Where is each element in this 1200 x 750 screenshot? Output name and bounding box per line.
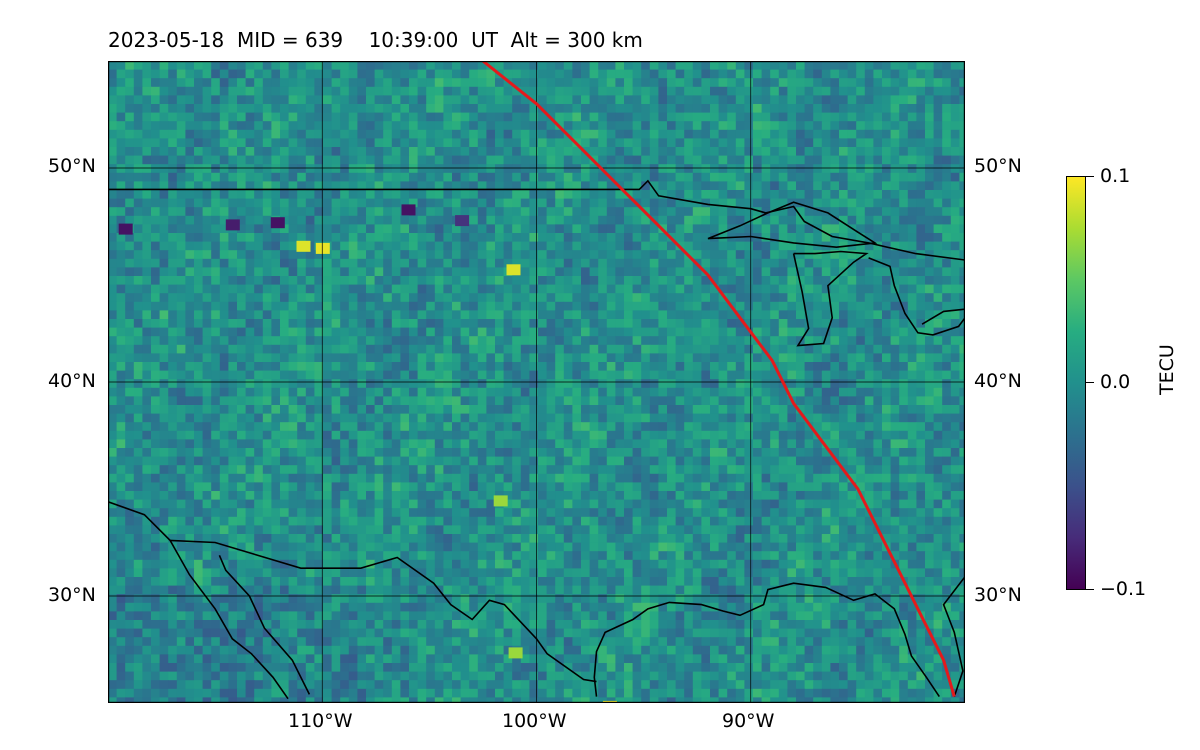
map-border xyxy=(108,61,965,703)
colorbar-label-zero: 0.0 xyxy=(1100,371,1131,393)
lat-label-left-30: 30°N xyxy=(48,584,96,606)
coastline xyxy=(942,576,965,697)
lon-label-90w: 90°W xyxy=(722,710,775,732)
coastline xyxy=(707,201,878,249)
lat-label-right-40: 40°N xyxy=(974,370,1022,392)
coastline xyxy=(170,539,597,683)
lat-label-right-50: 50°N xyxy=(974,155,1022,177)
lat-label-left-40: 40°N xyxy=(48,370,96,392)
coastline xyxy=(792,250,869,347)
coastline xyxy=(593,582,940,698)
lon-label-110w: 110°W xyxy=(288,710,353,732)
colorbar-label-max: 0.1 xyxy=(1100,165,1131,187)
colorbar-title: TECU xyxy=(1156,344,1178,395)
colorbar-label-min: −0.1 xyxy=(1100,578,1147,600)
colorbar-tick-mid xyxy=(1086,382,1094,383)
tec-pixel-grid xyxy=(108,61,965,703)
lon-label-100w: 100°W xyxy=(502,710,567,732)
satellite-track-line xyxy=(481,61,956,698)
tec-map xyxy=(108,61,965,703)
colorbar-tick-bottom xyxy=(1086,589,1094,590)
graticule xyxy=(108,61,965,703)
lat-label-right-30: 30°N xyxy=(974,584,1022,606)
lat-label-left-50: 50°N xyxy=(48,155,96,177)
map-area[interactable] xyxy=(108,61,965,703)
coastline xyxy=(218,554,311,695)
coastline xyxy=(868,257,965,336)
colorbar xyxy=(1066,176,1086,590)
colorbar-tick-top xyxy=(1086,176,1094,177)
coastline xyxy=(108,501,289,700)
coastlines xyxy=(108,179,965,700)
coastline xyxy=(921,308,965,325)
plot-title: 2023-05-18 MID = 639 10:39:00 UT Alt = 3… xyxy=(108,28,643,52)
satellite-track xyxy=(481,61,956,698)
